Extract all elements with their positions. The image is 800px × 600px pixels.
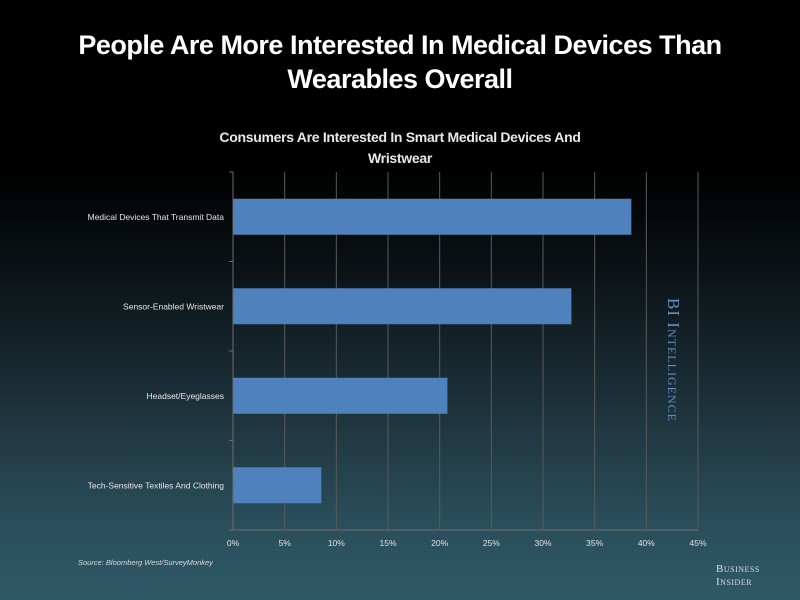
x-tick-label: 25% xyxy=(483,538,500,548)
chart-title-line2: Wristwear xyxy=(368,150,432,166)
category-label: Medical Devices That Transmit Data xyxy=(88,212,225,222)
category-label: Headset/Eyeglasses xyxy=(147,391,225,401)
page-title: People Are More Interested In Medical De… xyxy=(0,28,800,96)
bar xyxy=(233,377,448,414)
x-tick-label: 5% xyxy=(279,538,292,548)
x-tick-label: 35% xyxy=(586,538,603,548)
source-note: Source: Bloomberg West/SurveyMonkey xyxy=(78,558,213,567)
category-label: Sensor-Enabled Wristwear xyxy=(123,301,224,311)
tick-labels: 0% 5% 10% 15% 20% 25% 30% 35% 40% 45% xyxy=(227,538,707,548)
brand-line1: Business xyxy=(716,563,760,575)
x-tick-label: 40% xyxy=(638,538,655,548)
brand-line2: Insider xyxy=(716,576,753,588)
x-tick-label: 15% xyxy=(379,538,396,548)
bars xyxy=(233,198,632,504)
business-insider-logo: Business Insider xyxy=(716,563,760,589)
x-tick-label: 30% xyxy=(534,538,551,548)
bar xyxy=(233,288,572,325)
bi-intelligence-watermark: BI Intelligence xyxy=(664,298,683,422)
category-label: Tech-Sensitive Textiles And Clothing xyxy=(88,480,225,490)
bar xyxy=(233,467,322,504)
x-tick-label: 0% xyxy=(227,538,240,548)
chart-title-line1: Consumers Are Interested In Smart Medica… xyxy=(219,129,581,145)
bar xyxy=(233,198,632,235)
chart-title: Consumers Are Interested In Smart Medica… xyxy=(150,127,650,169)
page-title-line1: People Are More Interested In Medical De… xyxy=(78,30,722,60)
page-title-line2: Wearables Overall xyxy=(287,64,513,94)
category-labels: Medical Devices That Transmit Data Sensor… xyxy=(88,212,225,491)
x-tick-label: 45% xyxy=(689,538,706,548)
axes xyxy=(229,171,698,531)
x-tick-label: 20% xyxy=(431,538,448,548)
x-tick-label: 10% xyxy=(328,538,345,548)
